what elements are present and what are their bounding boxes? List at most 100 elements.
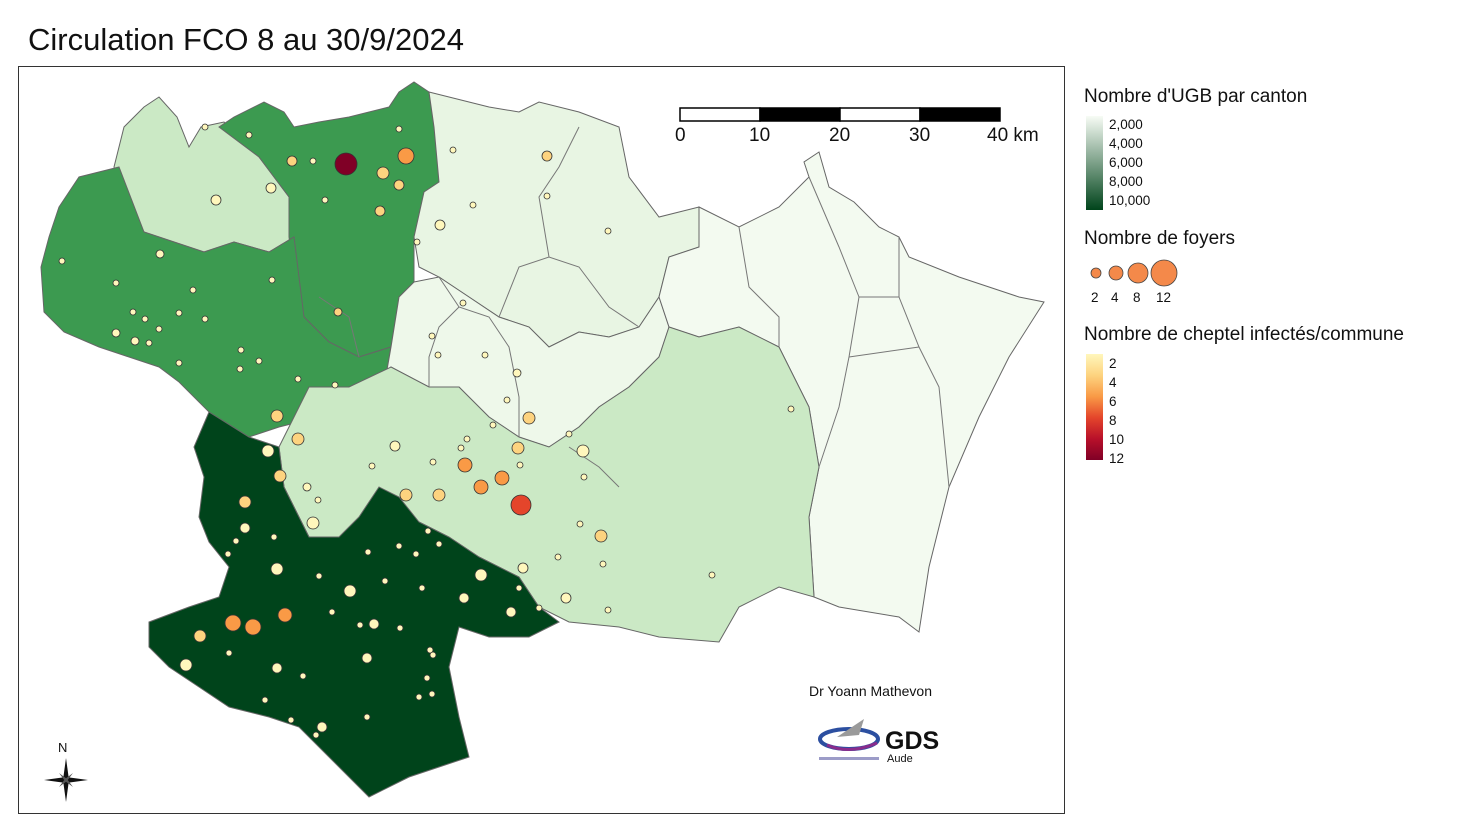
commune-marker[interactable] [225, 649, 233, 657]
commune-marker[interactable] [232, 537, 240, 545]
commune-marker[interactable] [333, 307, 343, 317]
commune-marker[interactable] [604, 606, 612, 614]
commune-marker[interactable] [179, 658, 193, 672]
commune-marker[interactable] [112, 279, 120, 287]
commune-marker[interactable] [522, 411, 536, 425]
commune-marker[interactable] [554, 553, 562, 561]
commune-marker[interactable] [429, 651, 437, 659]
commune-marker[interactable] [261, 444, 275, 458]
commune-marker[interactable] [565, 430, 573, 438]
commune-marker[interactable] [361, 652, 373, 664]
commune-marker[interactable] [291, 432, 305, 446]
commune-marker[interactable] [381, 577, 389, 585]
commune-marker[interactable] [457, 444, 465, 452]
commune-marker[interactable] [129, 308, 137, 316]
commune-marker[interactable] [155, 249, 165, 259]
commune-marker[interactable] [397, 147, 415, 165]
commune-marker[interactable] [155, 325, 163, 333]
map-canvas[interactable] [19, 67, 1064, 813]
map-panel[interactable]: Dr Yoann Mathevon GDS Aude N 0 10 20 30 … [18, 66, 1065, 814]
commune-marker[interactable] [193, 629, 207, 643]
commune-marker[interactable] [58, 257, 66, 265]
commune-marker[interactable] [515, 584, 523, 592]
commune-marker[interactable] [429, 458, 437, 466]
commune-marker[interactable] [374, 205, 386, 217]
commune-marker[interactable] [224, 614, 242, 632]
commune-marker[interactable] [236, 365, 244, 373]
commune-marker[interactable] [494, 470, 510, 486]
commune-marker[interactable] [244, 618, 262, 636]
commune-marker[interactable] [111, 328, 121, 338]
commune-marker[interactable] [286, 155, 298, 167]
commune-marker[interactable] [145, 339, 153, 347]
commune-marker[interactable] [271, 662, 283, 674]
commune-marker[interactable] [541, 150, 553, 162]
commune-marker[interactable] [432, 488, 446, 502]
commune-marker[interactable] [321, 196, 329, 204]
commune-marker[interactable] [604, 227, 612, 235]
commune-marker[interactable] [314, 496, 322, 504]
commune-marker[interactable] [399, 488, 413, 502]
commune-marker[interactable] [505, 606, 517, 618]
commune-marker[interactable] [334, 152, 358, 176]
commune-marker[interactable] [576, 444, 590, 458]
commune-marker[interactable] [580, 473, 588, 481]
commune-marker[interactable] [130, 336, 140, 346]
commune-marker[interactable] [560, 592, 572, 604]
commune-marker[interactable] [428, 332, 436, 340]
commune-marker[interactable] [424, 527, 432, 535]
commune-marker[interactable] [277, 607, 293, 623]
commune-marker[interactable] [418, 584, 426, 592]
commune-marker[interactable] [368, 618, 380, 630]
commune-marker[interactable] [368, 462, 376, 470]
commune-marker[interactable] [312, 731, 320, 739]
commune-marker[interactable] [469, 201, 477, 209]
commune-marker[interactable] [376, 166, 390, 180]
commune-marker[interactable] [395, 542, 403, 550]
commune-marker[interactable] [396, 624, 404, 632]
commune-marker[interactable] [239, 522, 251, 534]
commune-marker[interactable] [261, 696, 269, 704]
commune-marker[interactable] [306, 516, 320, 530]
commune-marker[interactable] [516, 461, 524, 469]
commune-marker[interactable] [141, 315, 149, 323]
commune-marker[interactable] [459, 299, 467, 307]
commune-marker[interactable] [270, 533, 278, 541]
commune-marker[interactable] [426, 646, 434, 654]
commune-marker[interactable] [517, 562, 529, 574]
commune-marker[interactable] [463, 435, 471, 443]
commune-marker[interactable] [576, 520, 584, 528]
commune-marker[interactable] [270, 409, 284, 423]
commune-marker[interactable] [510, 494, 532, 516]
commune-marker[interactable] [423, 674, 431, 682]
commune-marker[interactable] [395, 125, 403, 133]
commune-marker[interactable] [535, 604, 543, 612]
commune-marker[interactable] [270, 562, 284, 576]
commune-marker[interactable] [201, 315, 209, 323]
commune-marker[interactable] [210, 194, 222, 206]
commune-marker[interactable] [201, 123, 209, 131]
commune-marker[interactable] [238, 495, 252, 509]
commune-marker[interactable] [363, 713, 371, 721]
commune-marker[interactable] [189, 286, 197, 294]
commune-marker[interactable] [787, 405, 795, 413]
commune-marker[interactable] [268, 276, 276, 284]
commune-marker[interactable] [389, 440, 401, 452]
commune-marker[interactable] [393, 179, 405, 191]
commune-marker[interactable] [302, 482, 312, 492]
commune-marker[interactable] [434, 351, 442, 359]
commune-marker[interactable] [457, 457, 473, 473]
commune-marker[interactable] [435, 540, 443, 548]
commune-marker[interactable] [543, 192, 551, 200]
commune-marker[interactable] [315, 572, 323, 580]
commune-marker[interactable] [708, 571, 716, 579]
commune-marker[interactable] [331, 381, 339, 389]
commune-marker[interactable] [503, 396, 511, 404]
commune-marker[interactable] [316, 721, 328, 733]
commune-marker[interactable] [287, 716, 295, 724]
commune-marker[interactable] [175, 309, 183, 317]
commune-marker[interactable] [309, 157, 317, 165]
commune-marker[interactable] [328, 608, 336, 616]
commune-marker[interactable] [481, 351, 489, 359]
commune-marker[interactable] [294, 375, 302, 383]
